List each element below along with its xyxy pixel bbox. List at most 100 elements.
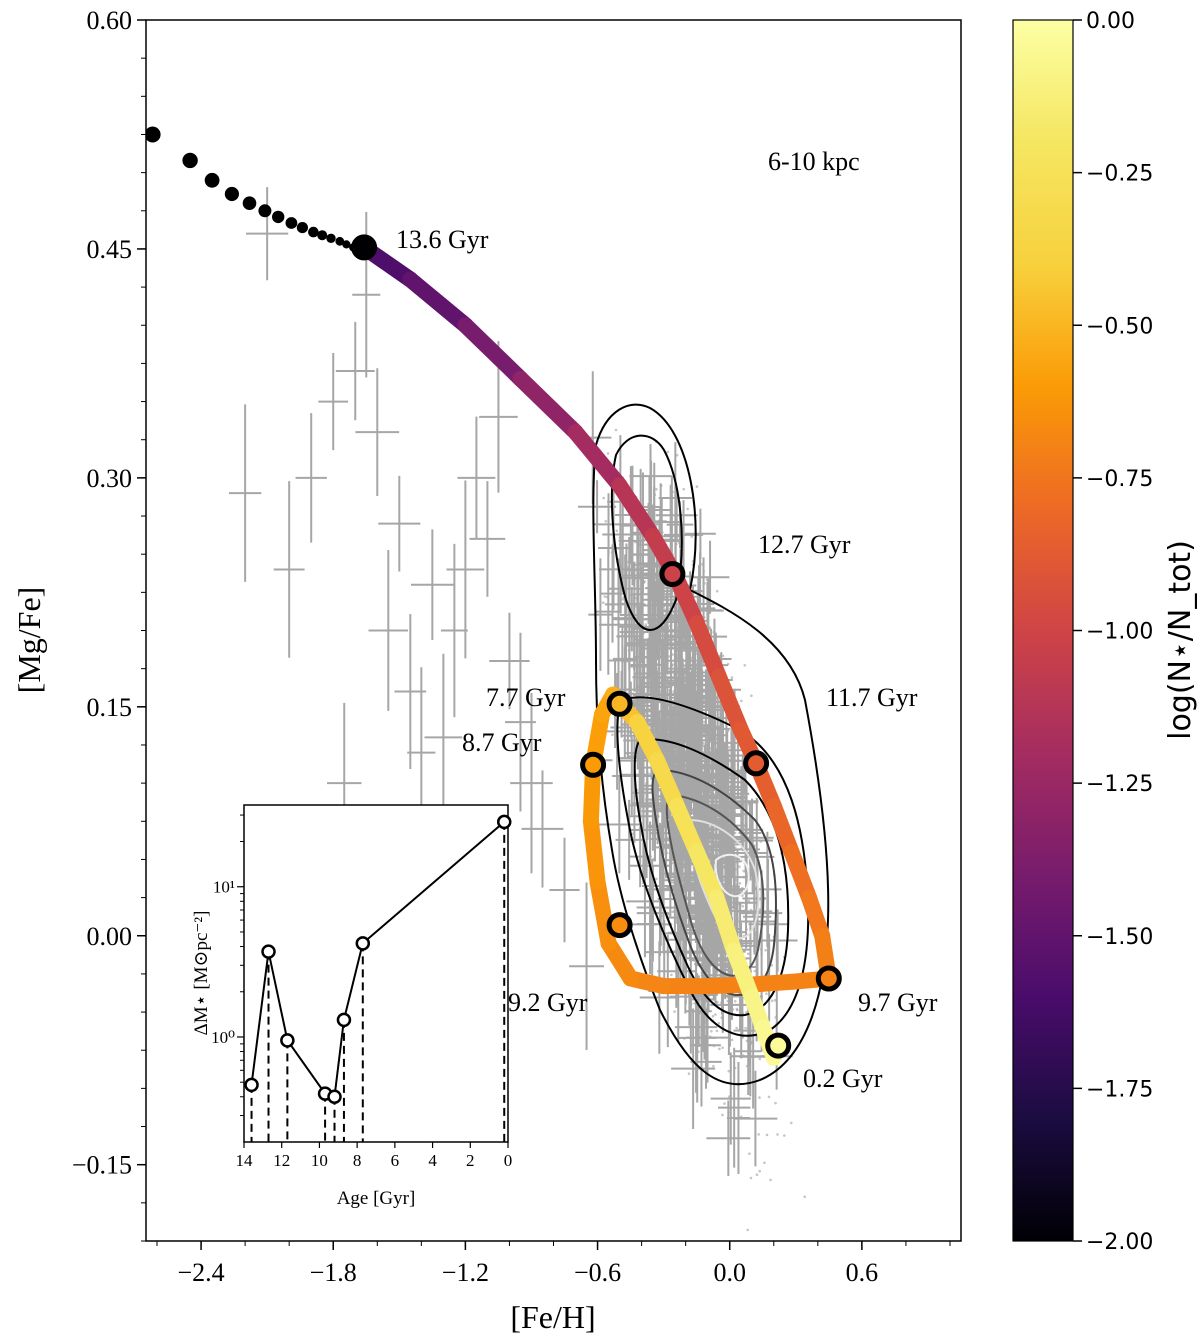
age-label-11-7: 11.7 Gyr — [826, 683, 918, 712]
colorbar-gradient — [1012, 19, 1074, 1242]
density-point — [718, 1047, 721, 1051]
observed-star — [378, 475, 421, 572]
main-x-ticks: −2.4 −1.8 −1.2 −0.6 0.0 0.6 — [177, 1241, 878, 1287]
density-point — [735, 1007, 739, 1011]
observed-star — [446, 480, 485, 659]
track-segment — [457, 317, 529, 387]
density-point — [749, 1176, 753, 1180]
density-point — [614, 428, 618, 432]
density-point — [758, 1057, 762, 1061]
track-segment — [512, 370, 584, 441]
main-y-ticks: −0.15 0.00 0.15 0.30 0.45 0.60 — [72, 6, 146, 1180]
track-segment — [611, 477, 661, 544]
x-tick-label: −1.2 — [442, 1258, 489, 1287]
inset-y-ticks: 10⁰ 10¹ — [211, 814, 244, 1117]
age-marker — [606, 690, 633, 717]
density-point — [765, 1133, 769, 1137]
cloud-star — [588, 558, 613, 671]
density-point — [750, 694, 753, 697]
colorbar-tick-label: −1.50 — [1086, 925, 1153, 950]
density-point — [670, 973, 673, 977]
density-point — [746, 1228, 749, 1232]
track-segment — [582, 813, 606, 891]
density-point — [671, 881, 674, 884]
early-point — [272, 210, 285, 224]
x-tick-label: −0.6 — [574, 1258, 621, 1287]
density-point — [671, 861, 675, 865]
early-point — [182, 152, 198, 169]
observed-star — [318, 353, 349, 451]
density-point — [803, 1195, 806, 1199]
age-marker — [743, 750, 770, 777]
track-segment — [668, 798, 705, 860]
density-point — [730, 676, 734, 679]
age-labels: 13.6 Gyr 12.7 Gyr 11.7 Gyr 9.7 Gyr 9.2 G… — [396, 225, 938, 1093]
early-model-points — [146, 126, 358, 252]
density-point — [690, 535, 694, 538]
age-label-9-2: 9.2 Gyr — [508, 988, 588, 1017]
inset-x-tick-label: 0 — [504, 1151, 513, 1170]
observed-star — [424, 653, 463, 821]
density-point — [757, 1133, 760, 1136]
age-label-12-7: 12.7 Gyr — [758, 530, 851, 559]
density-point — [723, 1102, 726, 1105]
inset-mass-history: 14 12 10 8 6 4 2 0 10⁰ 10¹ Age [Gyr] ΔM⋆ [M⊙pc⁻²… — [191, 804, 513, 1209]
cloud-star — [733, 784, 760, 915]
cloud-star — [636, 864, 670, 962]
density-point — [603, 595, 606, 598]
density-point — [673, 1010, 676, 1013]
density-point — [711, 1014, 715, 1018]
colorbar-label: log(N⋆/N_tot) — [1163, 540, 1198, 740]
colorbar-tick-label: −0.50 — [1086, 314, 1153, 339]
density-point — [748, 1152, 751, 1155]
density-point — [744, 1026, 747, 1030]
early-point — [242, 196, 257, 210]
density-point — [666, 450, 669, 454]
density-point — [735, 1026, 738, 1030]
density-point — [758, 1169, 761, 1173]
density-point — [774, 1101, 777, 1105]
density-point — [753, 969, 757, 973]
colorbar-tick-label: −0.75 — [1086, 467, 1153, 492]
colorbar-ticks: 0.00 −0.25 −0.50 −0.75 −1.00 −1.25 −1.50 −1.75 −… — [1073, 9, 1153, 1255]
cloud-star — [617, 536, 642, 671]
cloud-star — [600, 544, 625, 643]
density-point — [717, 1022, 721, 1025]
y-tick-label: 0.30 — [87, 464, 133, 493]
cloud-star — [686, 992, 730, 1083]
inset-point — [336, 1012, 352, 1028]
inset-background — [243, 804, 509, 1143]
cloud-star — [651, 575, 684, 669]
inset-plot-area — [244, 814, 512, 1142]
y-tick-label: 0.60 — [87, 6, 133, 35]
cloud-star — [615, 799, 643, 880]
density-point — [738, 882, 742, 885]
track-segment — [688, 614, 727, 685]
track-segment — [688, 843, 725, 906]
inset-point — [244, 1077, 259, 1093]
contour-6 — [665, 793, 765, 977]
density-point — [687, 1072, 691, 1075]
inset-point — [261, 944, 276, 959]
density-point — [602, 496, 605, 500]
observed-star — [335, 321, 375, 421]
cloud-star — [717, 1047, 751, 1168]
cloud-star — [639, 941, 679, 1054]
cloud-star — [620, 536, 656, 620]
cloud-star — [733, 825, 768, 881]
inset-y-tick-label: 10⁰ — [211, 1028, 235, 1047]
cloud-star — [710, 1052, 751, 1145]
colorbar: 0.00 −0.25 −0.50 −0.75 −1.00 −1.25 −1.50 −1.75 −… — [1012, 9, 1198, 1255]
observed-star — [355, 368, 400, 496]
density-point — [621, 598, 625, 601]
inset-x-tick-label: 8 — [353, 1151, 362, 1170]
observed-star — [569, 882, 604, 1050]
cloud-star — [706, 1100, 751, 1177]
main-plot-area — [146, 126, 842, 1232]
density-point — [655, 877, 658, 881]
track-segment — [726, 943, 760, 1005]
density-point — [769, 1178, 772, 1182]
density-point — [601, 601, 605, 604]
region-label: 6-10 kpc — [768, 147, 860, 176]
density-point — [655, 487, 658, 491]
